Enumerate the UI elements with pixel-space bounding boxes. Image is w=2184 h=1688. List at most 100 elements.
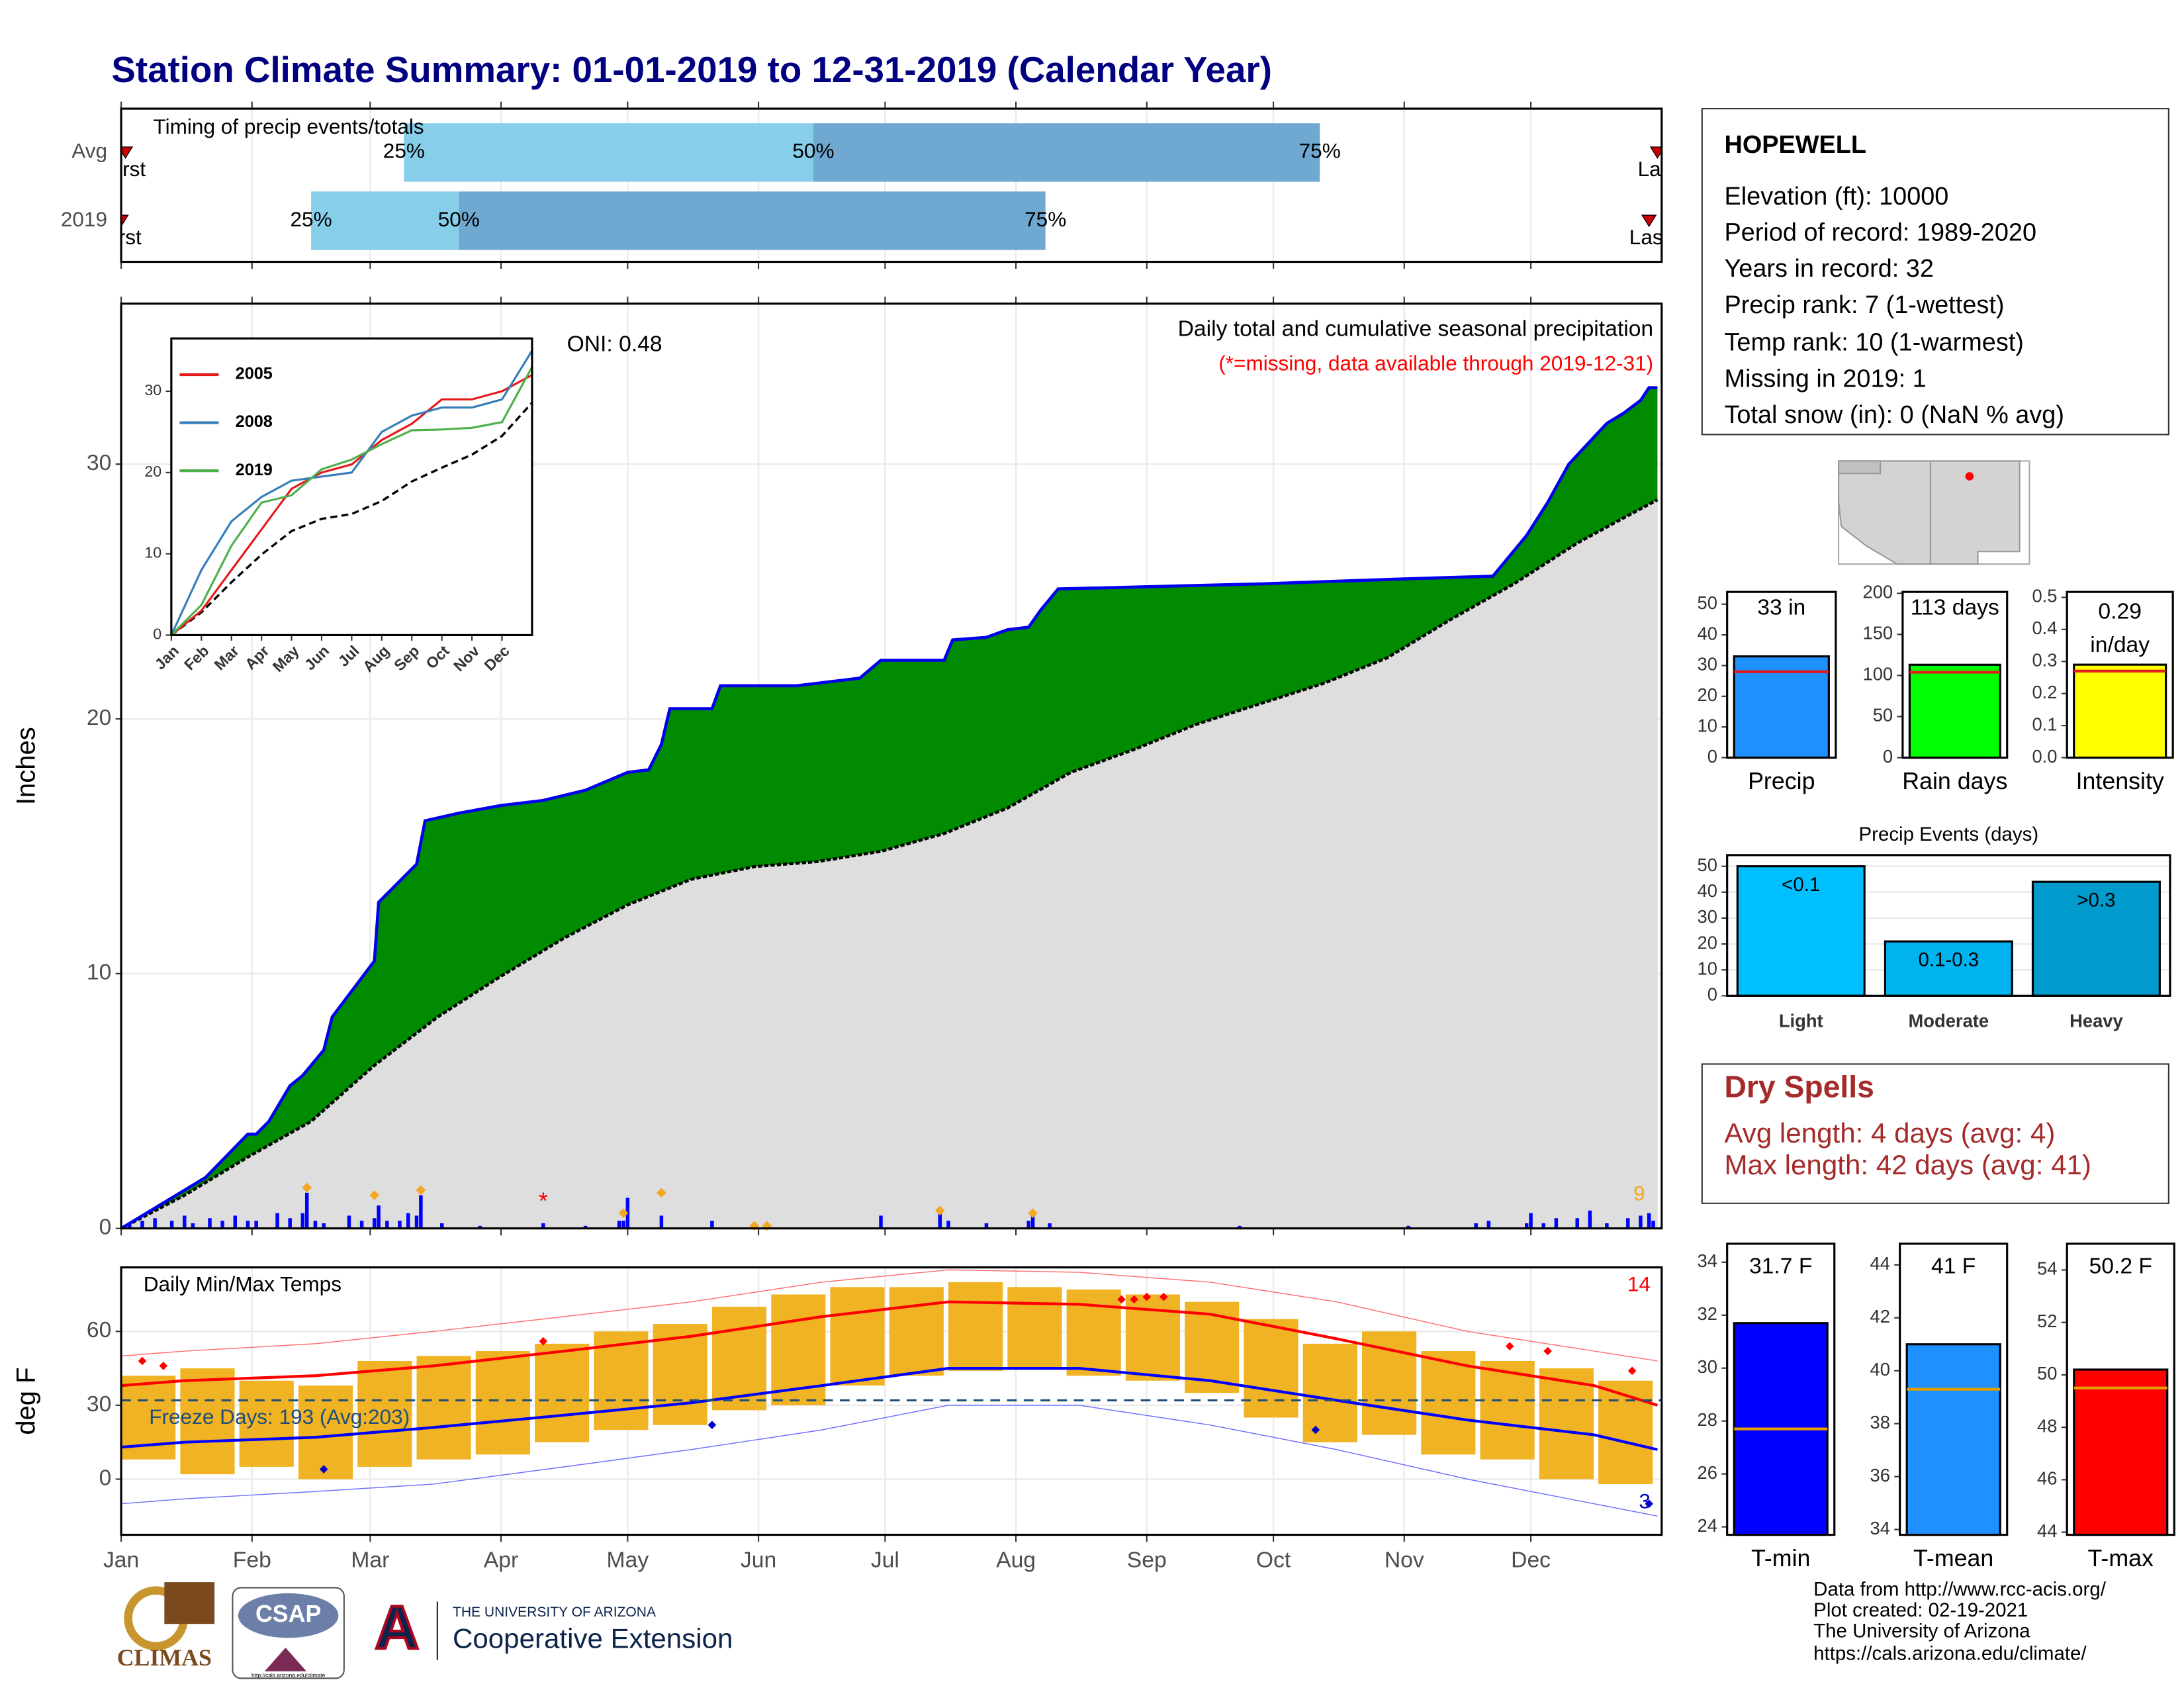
threshold-label: <0.1 [1782, 874, 1820, 896]
daily-precip-bar [1554, 1218, 1559, 1229]
quartile-bar [404, 123, 813, 182]
x-tick-label: Oct [1256, 1548, 1291, 1572]
daily-precip-bar [938, 1207, 942, 1229]
map-state [1838, 460, 1882, 475]
daily-precip-bar [984, 1223, 989, 1229]
temp-line [121, 1405, 1658, 1517]
temp-range-bar [830, 1287, 885, 1386]
y-tick-label: 0 [1707, 746, 1717, 767]
y-tick-label: 32 [1698, 1303, 1717, 1324]
quartile-label: 50% [792, 139, 834, 163]
daily-precip-bar [1524, 1223, 1529, 1229]
daily-precip-bar [1238, 1225, 1242, 1229]
y-tick-label: 20 [87, 706, 111, 730]
bar [2073, 663, 2167, 759]
daily-precip-bar [1651, 1221, 1655, 1229]
y-tick-label: 50 [1873, 705, 1893, 726]
value-label: 31.7 F [1749, 1254, 1812, 1278]
x-tick-label: Jan [103, 1548, 139, 1572]
daily-precip-bar [478, 1225, 482, 1229]
daily-precip-bar [220, 1221, 224, 1229]
y-tick-label: 28 [1698, 1409, 1717, 1430]
daily-precip-bar [183, 1215, 187, 1229]
y-tick-label: 0.2 [2032, 682, 2057, 702]
temp-range-bar [1480, 1360, 1535, 1460]
daily-precip-bar [659, 1215, 664, 1229]
daily-precip-bar [946, 1221, 950, 1229]
y-tick-label: 20 [1698, 684, 1717, 705]
bar [1733, 655, 1830, 759]
bar [2031, 880, 2161, 997]
y-tick-label: 54 [2037, 1258, 2057, 1279]
y-tick-label: 50 [1698, 592, 1717, 613]
daily-precip-bar [879, 1215, 883, 1229]
station-line: Missing in 2019: 1 [1724, 365, 1926, 393]
series-line [170, 374, 533, 636]
y-tick-label: 30 [144, 381, 161, 399]
daily-precip-bar [385, 1221, 389, 1229]
quartile-label: 25% [290, 207, 332, 231]
y-tick-label: 0 [99, 1215, 112, 1240]
value-label: 50.2 F [2089, 1254, 2152, 1278]
low-count: 3 [1639, 1489, 1651, 1513]
logo-cloud [238, 1593, 339, 1638]
y-tick-label: 0 [99, 1466, 112, 1490]
category-label: T-mean [1913, 1545, 1993, 1571]
y-tick-label: 30 [87, 451, 111, 475]
y-tick-label: 40 [1698, 880, 1717, 901]
y-tick-label: 44 [2037, 1521, 2057, 1541]
y-tick-label: 30 [1698, 1356, 1717, 1377]
record-marker [934, 1205, 945, 1216]
x-tick-label: Aug [996, 1548, 1036, 1572]
record-marker [302, 1182, 312, 1193]
daily-precip-bar [246, 1221, 250, 1229]
y-tick-label: 0 [1883, 746, 1893, 767]
record-marker [707, 1421, 717, 1429]
daily-precip-bar [347, 1215, 351, 1229]
logo-university: THE UNIVERSITY OF ARIZONA [453, 1605, 656, 1620]
temp-range-bar [475, 1351, 530, 1455]
y-tick-label: 52 [2037, 1311, 2057, 1331]
y-tick-label: 50 [2037, 1363, 2057, 1383]
quartile-label: 75% [1024, 207, 1066, 231]
daily-precip-bar [1588, 1210, 1592, 1229]
subtitle: Daily total and cumulative seasonal prec… [1178, 317, 1654, 342]
category-label: Heavy [2070, 1011, 2123, 1031]
record-marker [618, 1208, 629, 1218]
csap-logo: CSAP http://cals.arizona.edu/climate [232, 1587, 345, 1679]
daily-precip-bar [372, 1218, 377, 1229]
quartile-label: 25% [383, 139, 425, 163]
quartile-bar [459, 191, 1046, 250]
cumulative-line [120, 498, 1659, 1230]
value-label: 0.29 in/day [2090, 600, 2150, 657]
station-line: Elevation (ft): 10000 [1724, 183, 1948, 211]
y-tick-label: 60 [87, 1318, 111, 1342]
legend-label: 2008 [236, 412, 273, 431]
record-marker [1130, 1295, 1138, 1304]
record-marker [1645, 1499, 1653, 1509]
record-marker [1311, 1425, 1320, 1434]
daily-precip-bar [169, 1221, 174, 1229]
plot-frame [1726, 854, 2171, 997]
temp-range-bar [1302, 1343, 1357, 1442]
y-tick-label: 40 [1698, 623, 1717, 643]
location-map [1838, 460, 2030, 565]
y-tick-label: 50 [1698, 855, 1717, 875]
daily-precip-bar [304, 1192, 309, 1229]
daily-precip-bar [406, 1213, 410, 1229]
temp-range-bar [1598, 1380, 1653, 1484]
y-tick-label: 0 [153, 626, 161, 643]
y-tick-label: 0 [1707, 984, 1717, 1005]
x-tick-label: Mar [351, 1548, 389, 1572]
y-axis-label: Inches [12, 727, 41, 805]
threshold-label: 0.1-0.3 [1918, 949, 1979, 970]
daily-precip-bar [1605, 1223, 1609, 1229]
row-label: 2019 [61, 207, 107, 231]
y-tick-label: 38 [1870, 1412, 1890, 1432]
plot-frame [170, 337, 533, 636]
count-label: 9 [1633, 1182, 1645, 1205]
missing-note: (*=missing, data available through 2019-… [1218, 352, 1653, 375]
record-marker [159, 1362, 168, 1370]
daily-precip-bar [1406, 1225, 1410, 1229]
